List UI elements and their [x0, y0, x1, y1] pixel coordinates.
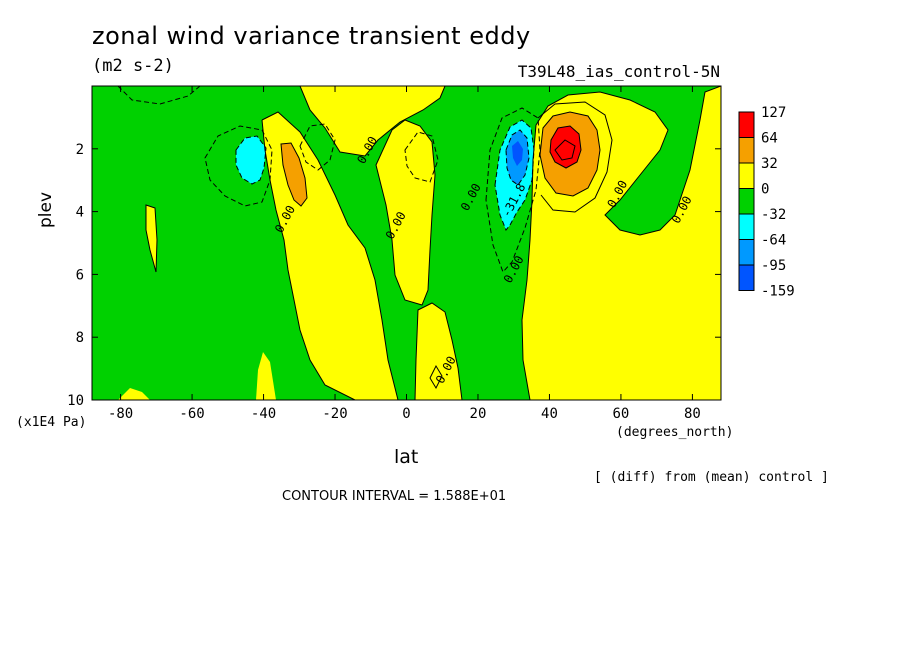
x-tick-label: 80 — [684, 406, 701, 422]
field-positive-bottom-far-left — [118, 388, 150, 400]
y-axis-label: plev — [36, 191, 56, 228]
chart-units: (m2 s-2) — [92, 56, 174, 76]
colorbar: 127 64 32 0 -32 -64 -95 -159 — [738, 105, 795, 300]
x-tick-label: 60 — [613, 406, 630, 422]
field-cyan-left — [236, 136, 266, 184]
y-tick-label: 2 — [76, 142, 84, 158]
y-tick-label: 8 — [76, 330, 84, 346]
x-axis-units: (degrees_north) — [616, 425, 734, 440]
y-axis-units: (x1E4 Pa) — [16, 415, 87, 430]
contour-negative-right-outer — [485, 107, 541, 273]
contour-fields — [92, 86, 721, 400]
chart-title: zonal wind variance transient eddy — [92, 22, 531, 50]
x-tick-label: -60 — [179, 406, 204, 422]
zero-contour-left-tongue — [261, 111, 399, 400]
colorbar-label: -64 — [761, 233, 786, 249]
contour-negative-center — [404, 131, 439, 183]
colorbar-swatch — [738, 213, 755, 240]
contour-red-right — [549, 125, 582, 169]
contour-cyan-left — [235, 135, 267, 185]
field-positive-left-sliver — [146, 205, 157, 272]
colorbar-swatch — [738, 239, 755, 266]
contour-negative-upper-left-center — [299, 123, 336, 171]
colorbar-swatch — [738, 111, 755, 138]
field-orange-left — [281, 143, 307, 206]
colorbar-label: -95 — [761, 258, 786, 274]
x-tick-label: -20 — [322, 406, 347, 422]
colorbar-label: 64 — [761, 131, 778, 147]
field-positive-bottom-left — [256, 352, 276, 400]
y-axis: 2 4 6 8 10 — [67, 142, 721, 409]
field-positive-upper-center — [300, 86, 445, 156]
colorbar-swatch — [738, 162, 755, 189]
run-label: T39L48_ias_control-5N — [517, 62, 720, 81]
diff-note: [ (diff) from (mean) control ] — [594, 470, 829, 485]
field-positive-bottom-right — [670, 380, 702, 400]
colorbar-swatch — [738, 137, 755, 164]
x-axis: -80 -60 -40 -20 0 20 40 60 80 — [108, 86, 701, 422]
contour-negative-top-left — [117, 86, 201, 105]
zero-contour-center-pillar — [375, 119, 436, 306]
negative-contours — [117, 86, 541, 273]
colorbar-label: -32 — [761, 207, 786, 223]
field-positive-center-pillar — [376, 120, 435, 305]
contour-lines — [145, 86, 721, 400]
colorbar-label: 32 — [761, 156, 778, 172]
contour-cyan-left-outer — [204, 125, 273, 207]
contour-outer-right-2 — [554, 139, 576, 161]
x-axis-label: lat — [394, 446, 419, 468]
contour-tiny-diamond — [429, 364, 443, 390]
zero-contour-left-sliver — [145, 204, 158, 273]
x-tick-label: -80 — [108, 406, 133, 422]
zero-contour-lower-center — [414, 302, 463, 400]
contour-orange-right — [539, 111, 601, 197]
colorbar-label: -159 — [761, 284, 795, 300]
contour-blue-right — [505, 129, 530, 186]
zero-contour-right — [521, 86, 721, 400]
x-tick-label: 40 — [541, 406, 558, 422]
zero-contour-upper-center — [299, 86, 446, 157]
field-positive-lower-center — [415, 303, 462, 400]
y-tick-label: 4 — [76, 205, 84, 221]
x-tick-label: -40 — [251, 406, 276, 422]
colorbar-swatch — [738, 188, 755, 215]
x-tick-label: 0 — [402, 406, 410, 422]
contour-orange-left — [280, 142, 308, 207]
contour-cyan-right — [494, 119, 535, 231]
colorbar-swatch — [738, 264, 755, 291]
y-tick-label: 10 — [67, 393, 84, 409]
contour-interval: CONTOUR INTERVAL = 1.588E+01 — [282, 489, 507, 504]
field-red-right — [550, 126, 581, 168]
colorbar-label: 0 — [761, 182, 769, 198]
colorbar-label: 127 — [761, 105, 786, 121]
x-tick-label: 20 — [470, 406, 487, 422]
field-deepblue-right — [512, 141, 523, 166]
contour-outer-right-1 — [537, 101, 613, 213]
y-tick-label: 6 — [76, 267, 84, 283]
zero-contour-left-tongue-west — [261, 119, 356, 400]
